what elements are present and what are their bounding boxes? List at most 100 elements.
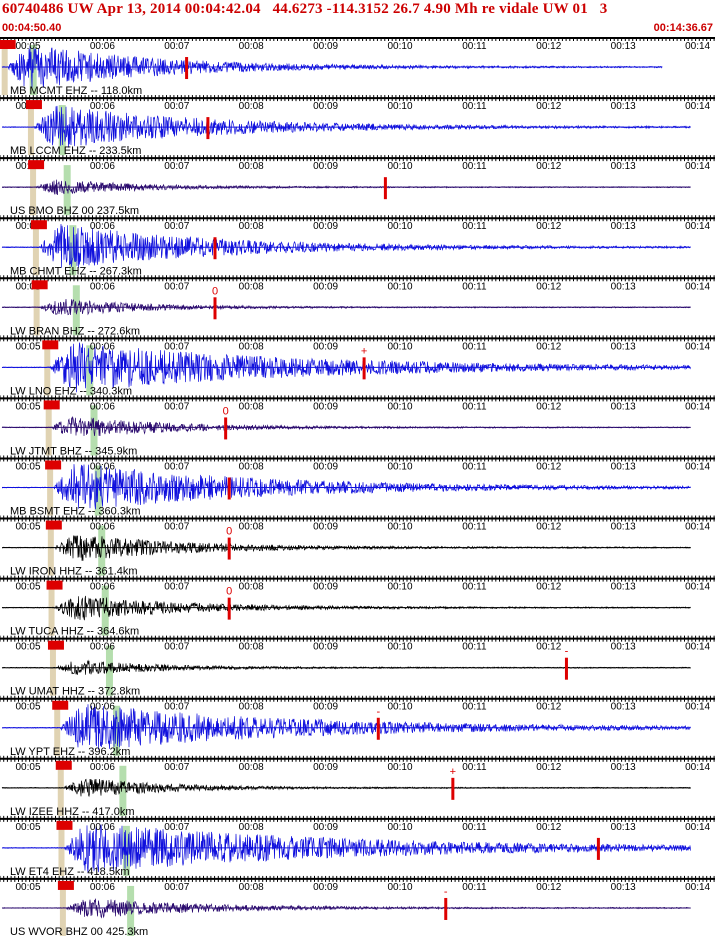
time-tick-label: 00:07 <box>164 221 189 232</box>
time-tick-label: 00:06 <box>90 642 115 653</box>
p-marker <box>45 520 62 530</box>
station-label: LW YPT EHZ -- 396.2km <box>10 746 130 758</box>
station-label: LW IZEE HHZ -- 417.0km <box>10 806 134 818</box>
time-tick-label: 00:06 <box>90 882 115 893</box>
station-label: MB BSMT EHZ -- 360.3km <box>10 506 141 518</box>
time-tick-label: 00:10 <box>387 642 412 653</box>
time-tick-label: 00:05 <box>15 762 40 773</box>
time-tick-label: 00:08 <box>239 41 264 52</box>
time-tick-label: 00:06 <box>90 101 115 112</box>
p-arrival-band <box>45 405 52 456</box>
station-label: MB CHMT EHZ -- 267.3km <box>10 265 142 277</box>
time-tick-label: 00:05 <box>15 341 40 352</box>
event-title: 60740486 UW Apr 13, 2014 00:04:42.04 44.… <box>2 1 608 17</box>
waveform-trace <box>1 535 691 561</box>
time-tick-label: 00:10 <box>387 522 412 533</box>
time-tick-label: 00:05 <box>15 882 40 893</box>
time-tick-label: 00:14 <box>685 522 710 533</box>
time-tick-label: 00:11 <box>462 281 487 292</box>
time-tick-label: 00:08 <box>239 702 264 713</box>
time-tick-label: 00:09 <box>313 822 338 833</box>
p-arrival-band <box>33 285 40 336</box>
time-tick-label: 00:09 <box>313 582 338 593</box>
pick-mark-label: 0 <box>223 405 229 417</box>
time-tick-label: 00:10 <box>387 401 412 412</box>
time-tick-label: 00:09 <box>313 461 338 472</box>
p-marker <box>31 280 48 290</box>
station-label: LW UMAT HHZ -- 372.8km <box>10 686 140 698</box>
waveform-trace <box>1 416 691 437</box>
pick-mark-label: 0 <box>226 586 232 598</box>
p-marker <box>30 220 47 230</box>
p-marker <box>52 700 69 710</box>
time-tick-label: 00:07 <box>164 101 189 112</box>
pick-mark-label: + <box>361 345 367 357</box>
time-tick-label: 00:10 <box>387 341 412 352</box>
s-arrival-band <box>105 645 113 696</box>
p-marker <box>42 340 59 350</box>
time-tick-label: 00:13 <box>611 341 636 352</box>
time-tick-label: 00:13 <box>611 822 636 833</box>
time-tick-label: 00:14 <box>685 822 710 833</box>
time-tick-label: 00:07 <box>164 642 189 653</box>
time-tick-label: 00:07 <box>164 822 189 833</box>
end-time: 00:14:36.67 <box>653 22 713 34</box>
p-arrival-band <box>59 885 66 936</box>
time-tick-label: 00:05 <box>15 461 40 472</box>
time-tick-label: 00:13 <box>611 221 636 232</box>
p-arrival-band <box>57 765 64 816</box>
time-tick-label: 00:08 <box>239 582 264 593</box>
station-label: US WVOR BHZ 00 425.3km <box>10 926 148 938</box>
time-tick-label: 00:11 <box>462 161 487 172</box>
pick-mark-label: 0 <box>212 285 218 297</box>
pick-mark-label: - <box>565 646 569 658</box>
station-label: LW ET4 EHZ -- 418.5km <box>10 866 130 878</box>
time-tick-label: 00:10 <box>387 461 412 472</box>
time-tick-label: 00:12 <box>536 762 561 773</box>
time-tick-label: 00:13 <box>611 522 636 533</box>
time-tick-label: 00:06 <box>90 702 115 713</box>
time-tick-label: 00:09 <box>313 41 338 52</box>
time-tick-label: 00:12 <box>536 642 561 653</box>
time-tick-label: 00:09 <box>313 642 338 653</box>
s-arrival-band <box>119 765 127 816</box>
p-marker <box>25 100 42 110</box>
p-marker <box>57 880 74 890</box>
time-tick-label: 00:14 <box>685 41 710 52</box>
time-tick-label: 00:14 <box>685 461 710 472</box>
station-label: US BMO BHZ 00 237.5km <box>10 205 139 217</box>
time-tick-label: 00:06 <box>90 461 115 472</box>
time-tick-label: 00:12 <box>536 281 561 292</box>
time-tick-label: 00:05 <box>15 582 40 593</box>
s-arrival-band <box>113 705 121 756</box>
time-tick-label: 00:11 <box>462 401 487 412</box>
p-arrival-band <box>32 225 39 276</box>
time-tick-label: 00:11 <box>462 642 487 653</box>
time-tick-label: 00:06 <box>90 221 115 232</box>
time-tick-label: 00:05 <box>15 642 40 653</box>
time-tick-label: 00:13 <box>611 41 636 52</box>
time-tick-label: 00:12 <box>536 341 561 352</box>
time-tick-label: 00:10 <box>387 221 412 232</box>
time-tick-label: 00:13 <box>611 882 636 893</box>
time-tick-label: 00:09 <box>313 762 338 773</box>
time-tick-label: 00:07 <box>164 41 189 52</box>
p-marker <box>0 40 16 49</box>
time-tick-label: 00:09 <box>313 882 338 893</box>
pick-mark-label: + <box>450 766 456 778</box>
time-tick-label: 00:07 <box>164 762 189 773</box>
time-tick-label: 00:06 <box>90 522 115 533</box>
time-tick-label: 00:11 <box>462 341 487 352</box>
station-label: LW JTMT BHZ -- 345.9km <box>10 445 137 457</box>
time-tick-label: 00:08 <box>239 642 264 653</box>
time-tick-label: 00:14 <box>685 882 710 893</box>
time-tick-label: 00:05 <box>15 822 40 833</box>
waveform-trace <box>2 105 691 148</box>
time-tick-label: 00:08 <box>239 822 264 833</box>
time-tick-label: 00:13 <box>611 582 636 593</box>
p-marker <box>47 640 64 650</box>
time-tick-label: 00:14 <box>685 762 710 773</box>
time-tick-label: 00:08 <box>239 101 264 112</box>
time-tick-label: 00:06 <box>90 161 115 172</box>
time-tick-label: 00:12 <box>536 822 561 833</box>
